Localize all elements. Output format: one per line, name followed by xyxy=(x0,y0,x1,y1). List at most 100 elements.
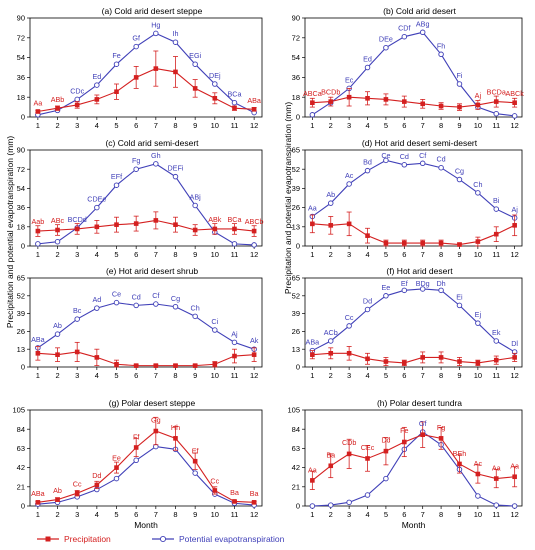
significance-label: CDEe xyxy=(87,195,106,204)
precip-point xyxy=(232,105,237,111)
x-tick-label: 6 xyxy=(134,250,138,259)
precip-point xyxy=(493,231,499,237)
pet-point xyxy=(133,457,139,464)
precip-point xyxy=(457,461,462,467)
panel-title: (a) Cold arid desert steppe xyxy=(102,6,203,16)
y-tick-label: 26 xyxy=(292,327,300,336)
x-tick-label: 4 xyxy=(95,121,99,130)
pet-point xyxy=(172,304,179,310)
y-tick-label: 105 xyxy=(287,406,300,415)
x-tick-label: 2 xyxy=(329,250,333,259)
significance-label: Dl xyxy=(511,339,518,348)
y-tick-label: 13 xyxy=(17,345,25,354)
pet-point xyxy=(153,161,159,167)
significance-label: ABg xyxy=(416,19,430,28)
pet-point xyxy=(438,51,444,58)
precip-point xyxy=(212,488,218,493)
pet-series-line xyxy=(312,159,515,219)
precip-point xyxy=(420,432,425,437)
x-tick-label: 3 xyxy=(75,121,79,130)
significance-label: BCa xyxy=(227,215,241,224)
pet-point xyxy=(231,241,238,247)
x-tick-label: 4 xyxy=(365,510,369,519)
pet-point xyxy=(54,238,61,245)
significance-label: Fg xyxy=(437,423,445,432)
x-tick-label: 3 xyxy=(75,510,79,519)
x-tick-label: 8 xyxy=(173,510,177,519)
significance-label: BDg xyxy=(416,279,430,288)
pet-point xyxy=(383,44,389,51)
x-tick-label: 4 xyxy=(365,121,369,130)
precip-point xyxy=(512,474,517,480)
significance-label: Fe xyxy=(400,426,408,435)
pet-point xyxy=(35,241,41,247)
y-tick-label: 90 xyxy=(292,14,300,23)
pet-point xyxy=(493,338,500,344)
precip-point xyxy=(114,222,119,227)
significance-label: Hh xyxy=(171,423,180,432)
precip-point xyxy=(328,223,334,228)
precip-series-line xyxy=(312,223,515,246)
x-tick-label: 8 xyxy=(173,371,177,380)
significance-label: Ci xyxy=(211,317,218,326)
x-tick-label: 1 xyxy=(36,250,40,259)
precip-point xyxy=(383,448,389,454)
precip-point xyxy=(94,97,100,102)
y-tick-label: 90 xyxy=(17,14,25,23)
panel-title: (f) Hot arid desert xyxy=(386,266,453,276)
significance-label: Ff xyxy=(133,433,139,442)
significance-label: ABCa xyxy=(303,89,322,98)
significance-label: Ac xyxy=(345,171,354,180)
precip-point xyxy=(438,240,444,246)
significance-label: Cg xyxy=(455,167,464,176)
x-tick-label: 6 xyxy=(134,371,138,380)
significance-label: ABa xyxy=(306,338,320,347)
x-tick-label: 9 xyxy=(193,510,197,519)
y-tick-label: 63 xyxy=(292,444,300,453)
precip-point xyxy=(94,482,100,488)
y-tick-label: 42 xyxy=(17,463,25,472)
pet-point xyxy=(74,96,80,103)
x-tick-label: 12 xyxy=(250,371,258,380)
significance-label: Ab xyxy=(53,486,62,495)
x-tick-label: 1 xyxy=(36,371,40,380)
significance-label: ABa xyxy=(31,489,45,498)
x-tick-label: 11 xyxy=(231,371,239,380)
pet-point xyxy=(54,331,61,337)
significance-label: CEc xyxy=(361,443,375,452)
significance-label: Hg xyxy=(151,20,160,29)
precip-point xyxy=(55,497,60,502)
pet-series-line xyxy=(37,163,255,246)
precip-point xyxy=(251,228,257,234)
precip-point xyxy=(212,361,218,367)
significance-label: Ih xyxy=(172,29,178,38)
x-tick-label: 7 xyxy=(421,510,425,519)
significance-label: Ac xyxy=(474,459,483,468)
pet-point xyxy=(493,206,500,212)
y-tick-label: 52 xyxy=(17,291,25,300)
x-tick-label: 7 xyxy=(154,250,158,259)
significance-label: Cc xyxy=(345,313,354,322)
pet-point xyxy=(153,30,159,37)
precip-point xyxy=(365,356,370,362)
significance-label: Aab xyxy=(31,217,44,226)
significance-label: Bd xyxy=(363,158,372,167)
precip-series-line xyxy=(37,219,255,232)
precip-point xyxy=(192,458,198,464)
panel-title: (b) Cold arid desert xyxy=(383,6,456,16)
x-tick-label: 8 xyxy=(439,250,443,259)
pet-point xyxy=(153,301,159,307)
significance-label: ABCk xyxy=(505,89,524,98)
y-tick-label: 0 xyxy=(21,363,25,372)
x-tick-label: 12 xyxy=(250,121,258,130)
precip-point xyxy=(35,228,41,234)
precip-point xyxy=(133,75,139,80)
y-axis-label-right: Precipitation and potential evapotranspi… xyxy=(283,102,293,294)
precip-point xyxy=(512,100,517,105)
panel-title: (e) Hot arid desert shrub xyxy=(106,266,198,276)
y-tick-label: 18 xyxy=(292,93,300,102)
x-tick-label: 7 xyxy=(421,250,425,259)
significance-label: Cd xyxy=(132,292,141,301)
significance-label: Aa xyxy=(308,466,317,475)
